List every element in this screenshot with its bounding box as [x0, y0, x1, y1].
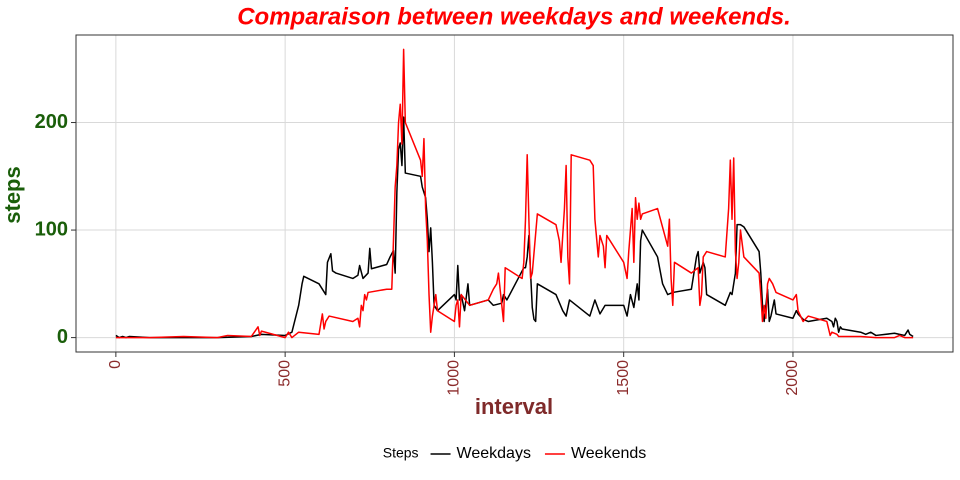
x-tick-label: 0	[107, 360, 124, 369]
x-tick-label: 1000	[446, 360, 463, 396]
x-axis-title: interval	[475, 394, 553, 419]
legend-label: Weekends	[571, 445, 646, 462]
legend-title: Steps	[383, 445, 419, 461]
x-tick-label: 500	[276, 360, 293, 387]
y-tick-label: 0	[57, 326, 68, 348]
series-line	[115, 116, 914, 339]
plot-border	[75, 34, 954, 353]
y-axis-title: steps	[0, 166, 25, 223]
series-line	[115, 48, 914, 339]
chart-title: Comparaison between weekdays and weekend…	[237, 3, 791, 30]
x-tick-label: 1500	[615, 360, 632, 396]
y-tick-label: 200	[35, 111, 68, 133]
y-tick-label: 100	[35, 218, 68, 240]
legend-label: Weekdays	[457, 445, 531, 462]
x-tick-label: 2000	[784, 360, 801, 396]
